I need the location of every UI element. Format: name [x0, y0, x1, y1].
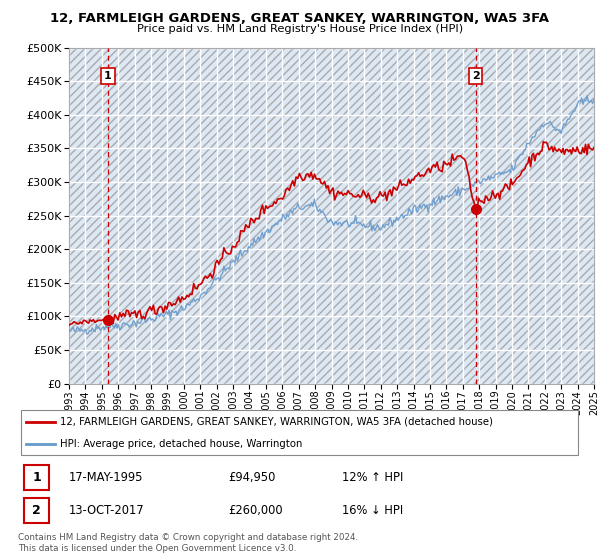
Text: 12% ↑ HPI: 12% ↑ HPI: [342, 470, 403, 484]
Text: 13-OCT-2017: 13-OCT-2017: [69, 504, 145, 517]
Text: 17-MAY-1995: 17-MAY-1995: [69, 470, 143, 484]
Text: HPI: Average price, detached house, Warrington: HPI: Average price, detached house, Warr…: [60, 438, 302, 449]
FancyBboxPatch shape: [21, 410, 578, 455]
Text: £94,950: £94,950: [228, 470, 275, 484]
Text: £260,000: £260,000: [228, 504, 283, 517]
Text: 1: 1: [32, 470, 41, 484]
Text: 12, FARMLEIGH GARDENS, GREAT SANKEY, WARRINGTON, WA5 3FA (detached house): 12, FARMLEIGH GARDENS, GREAT SANKEY, WAR…: [60, 417, 493, 427]
Text: 2: 2: [32, 504, 41, 517]
Text: Contains HM Land Registry data © Crown copyright and database right 2024.
This d: Contains HM Land Registry data © Crown c…: [18, 533, 358, 553]
Text: 12, FARMLEIGH GARDENS, GREAT SANKEY, WARRINGTON, WA5 3FA: 12, FARMLEIGH GARDENS, GREAT SANKEY, WAR…: [50, 12, 550, 25]
Text: 1: 1: [104, 71, 112, 81]
Text: 16% ↓ HPI: 16% ↓ HPI: [342, 504, 403, 517]
Text: 2: 2: [472, 71, 479, 81]
Text: Price paid vs. HM Land Registry's House Price Index (HPI): Price paid vs. HM Land Registry's House …: [137, 24, 463, 34]
